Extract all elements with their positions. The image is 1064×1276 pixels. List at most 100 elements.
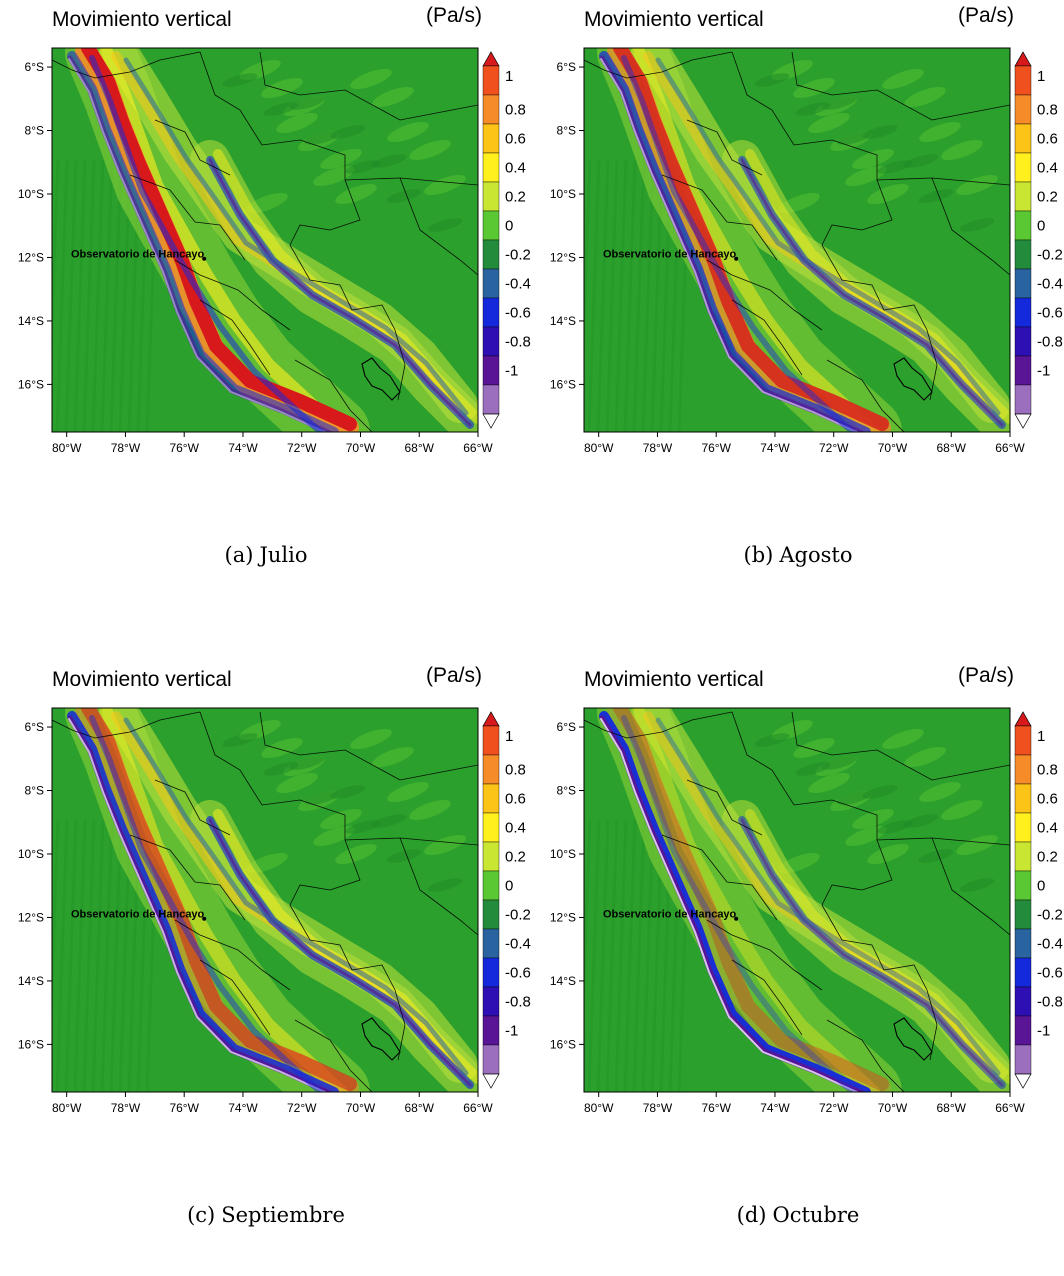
colorbar-label: -0.4 [1037, 936, 1063, 953]
border-line [199, 711, 346, 840]
map-julio: Observatorio de Hancayo 80°W 78°W 76°W 74°W 7… [18, 47, 531, 455]
colorbar-label: 0 [1037, 218, 1045, 235]
colorbar-box [1014, 326, 1032, 357]
colorbar: 1 0.8 0.6 0.4 0.2 0 -0.2 -0.4 -0.6 -0.8 -1 [482, 51, 531, 429]
colorbar-box [482, 326, 500, 357]
coast-purple [67, 715, 334, 1092]
border-line [821, 839, 893, 906]
colorbar-label: 0.6 [1037, 791, 1058, 808]
map-frame [583, 47, 1011, 433]
lon-tick-label: 68°W [404, 441, 434, 455]
border-line [154, 779, 231, 836]
lon-tick-label: 76°W [701, 441, 731, 455]
colorbar-label: 0.4 [1037, 820, 1058, 837]
colorbar-box [1014, 725, 1032, 756]
border-line [199, 959, 271, 1036]
border-line [289, 904, 406, 1061]
border-line [731, 959, 803, 1036]
colorbar-label: 0.8 [1037, 762, 1058, 779]
caption-label: Julio [259, 543, 308, 567]
colorbar-box [482, 928, 500, 959]
border-line [731, 711, 878, 840]
lon-tick-label: 72°W [819, 1101, 849, 1115]
lon-tick-label: 66°W [463, 441, 493, 455]
border-line [584, 711, 733, 739]
ridge-yellow [631, 708, 880, 1092]
colorbar-box [1014, 1044, 1032, 1075]
border-line [826, 359, 905, 432]
east-dark-blue [123, 717, 469, 1076]
border-line [821, 179, 893, 246]
observatory-marker [202, 916, 207, 921]
lat-tick-label: 12°S [18, 910, 44, 924]
border-line [259, 51, 478, 121]
lat-tick-label: 10°S [550, 187, 576, 201]
coast-blue [67, 51, 339, 432]
coast-purple [599, 55, 866, 432]
colorbar-box [482, 94, 500, 125]
colorbar-label: -0.2 [1037, 247, 1063, 264]
caption: (c) Septiembre [0, 1203, 532, 1227]
andes-blue [89, 715, 325, 1092]
east-purple [740, 818, 1004, 1087]
colorbar-box [482, 181, 500, 212]
colorbar-box [482, 210, 500, 241]
colorbar-label: 0.2 [1037, 849, 1058, 866]
lat-tick-label: 6°S [25, 60, 44, 74]
lon-tick-label: 76°W [701, 1101, 731, 1115]
colorbar-min-triangle [1014, 1073, 1032, 1089]
ridge-yellow [99, 48, 348, 432]
lat-tick-label: 10°S [18, 187, 44, 201]
ridge-yellow [631, 48, 880, 432]
colorbar-box [1014, 181, 1032, 212]
lon-tick-label: 66°W [995, 441, 1025, 455]
map-frame [51, 707, 479, 1093]
colorbar-label: 0.6 [1037, 131, 1058, 148]
border-line [259, 711, 478, 781]
colorbar-label: 0 [505, 218, 513, 235]
colorbar-min-triangle [1014, 413, 1032, 429]
border-line [199, 299, 271, 376]
colorbar-box [482, 355, 500, 386]
border-line [931, 177, 1010, 276]
andes-blue [621, 715, 857, 1092]
lat-tick-label: 16°S [550, 1037, 576, 1051]
ridge-yellow [99, 708, 348, 1092]
lon-tick-label: 68°W [404, 1101, 434, 1115]
colorbar-box [1014, 754, 1032, 785]
observatory-label: Observatorio de Hancayo [603, 909, 737, 921]
coast-orange [607, 708, 891, 1092]
colorbar-label: -1 [505, 363, 518, 380]
caption: (a) Julio [0, 543, 532, 567]
coast-blue [599, 711, 871, 1092]
vertical-motion-field [584, 708, 1010, 1092]
border-line [661, 834, 778, 921]
colorbar-label: -1 [1037, 363, 1050, 380]
colorbar-box [1014, 268, 1032, 299]
coast-white [68, 58, 327, 432]
border-line [821, 244, 938, 401]
border-line [706, 259, 823, 331]
colorbar-label: 0.2 [505, 189, 526, 206]
lon-tick-label: 68°W [936, 441, 966, 455]
border-line [52, 51, 201, 79]
border-line [661, 174, 778, 261]
panel-julio: Observatorio de Hancayo 80°W 78°W 76°W 74°W 7… [0, 0, 532, 616]
east-dark-blue [123, 57, 469, 416]
colorbar-box [482, 1044, 500, 1075]
lat-tick-label: 8°S [25, 784, 44, 798]
colorbar-label: 1 [1037, 68, 1045, 85]
colorbar-box [482, 812, 500, 843]
border-line [289, 179, 361, 246]
border-line [686, 779, 763, 836]
colorbar-box [1014, 870, 1032, 901]
caption-label: Agosto [779, 543, 853, 567]
border-line [294, 359, 373, 432]
caption-tag: (c) [187, 1203, 216, 1227]
colorbar-label: 0.4 [505, 160, 526, 177]
border-line [199, 51, 346, 180]
colorbar-min-triangle [482, 413, 500, 429]
colorbar: 1 0.8 0.6 0.4 0.2 0 -0.2 -0.4 -0.6 -0.8 -1 [482, 711, 531, 1089]
border-line [791, 711, 1010, 781]
panel-title: Movimiento vertical [52, 8, 232, 31]
